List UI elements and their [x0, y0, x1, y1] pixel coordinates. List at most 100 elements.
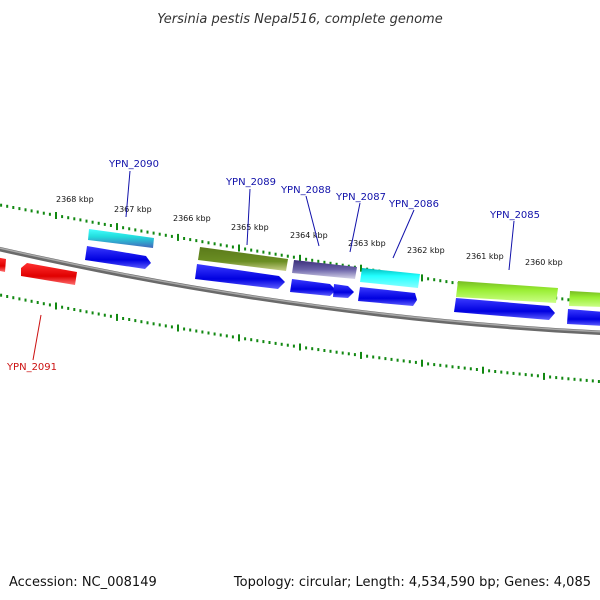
outer-ruler-minor-tick — [329, 261, 332, 265]
gene-bar-YPN_2085[interactable] — [456, 281, 558, 303]
outer-ruler-major-tick — [55, 212, 57, 219]
gene-label-YPN_2088[interactable]: YPN_2088 — [280, 185, 331, 196]
outer-ruler-minor-tick — [280, 253, 283, 257]
inner-ruler-minor-tick — [268, 341, 271, 344]
outer-ruler-minor-tick — [73, 217, 76, 221]
inner-ruler-minor-tick — [463, 366, 466, 370]
outer-ruler-minor-tick — [561, 297, 564, 301]
inner-ruler-minor-tick — [305, 346, 308, 350]
outer-ruler-minor-tick — [268, 251, 271, 255]
cds-arrow-prev[interactable] — [0, 257, 6, 272]
outer-ruler-minor-tick — [274, 252, 277, 256]
outer-ruler-minor-tick — [97, 221, 100, 225]
gene-label-YPN_2087[interactable]: YPN_2087 — [335, 192, 386, 203]
inner-ruler-minor-tick — [536, 374, 539, 378]
outer-ruler-minor-tick — [103, 222, 106, 226]
cds-arrow-YPN_2089[interactable] — [195, 264, 285, 289]
inner-ruler-minor-tick — [567, 377, 570, 381]
inner-ruler — [0, 293, 600, 383]
outer-ruler-minor-tick — [36, 210, 39, 214]
outer-ruler-minor-tick — [85, 219, 88, 223]
outer-ruler-minor-tick — [79, 218, 82, 222]
leader-YPN_2087 — [349, 202, 361, 253]
genome-backbone — [0, 246, 600, 335]
inner-ruler-minor-tick — [48, 303, 51, 307]
cds-arrow-YPN_2090[interactable] — [85, 246, 151, 269]
outer-ruler-minor-tick — [213, 242, 216, 246]
inner-ruler-minor-tick — [317, 348, 320, 352]
inner-ruler-minor-tick — [366, 354, 369, 358]
inner-ruler-minor-tick — [0, 293, 3, 297]
outer-ruler-minor-tick — [201, 240, 204, 244]
outer-ruler-minor-tick — [451, 281, 454, 285]
inner-ruler-minor-tick — [67, 306, 70, 310]
gene-label-YPN_2085[interactable]: YPN_2085 — [489, 210, 540, 221]
inner-ruler-minor-tick — [219, 333, 222, 337]
inner-ruler-minor-tick — [408, 360, 411, 364]
gene-label-YPN_2091[interactable]: YPN_2091 — [6, 362, 57, 373]
inner-ruler-minor-tick — [61, 305, 64, 309]
gene-bar-YPN_2090[interactable] — [88, 229, 154, 248]
outer-ruler-minor-tick — [567, 298, 570, 302]
inner-ruler-minor-tick — [353, 353, 356, 357]
inner-ruler-minor-tick — [323, 349, 326, 352]
outer-ruler-minor-tick — [189, 238, 192, 242]
inner-ruler-major-tick — [177, 324, 179, 332]
cds-arrow-YPN_2085[interactable] — [454, 298, 555, 320]
inner-ruler-minor-tick — [518, 372, 521, 376]
inner-ruler-major-tick — [360, 351, 362, 359]
inner-ruler-minor-tick — [506, 371, 509, 375]
inner-ruler-minor-tick — [329, 349, 332, 353]
cds-arrow-YPN_2088[interactable] — [290, 279, 336, 296]
inner-ruler-minor-tick — [396, 358, 399, 362]
cds-arrow-YPN_2087[interactable] — [333, 284, 354, 298]
gene-label-YPN_2089[interactable]: YPN_2089 — [225, 177, 276, 188]
cds-arrow-next[interactable] — [567, 309, 600, 326]
outer-ruler-minor-tick — [317, 259, 320, 263]
gene-label-YPN_2090[interactable]: YPN_2090 — [108, 159, 159, 170]
ruler-label-2366: 2366 kbp — [173, 214, 211, 223]
ruler-label-2365: 2365 kbp — [231, 223, 269, 232]
inner-ruler-major-tick — [482, 366, 484, 374]
gene-label-YPN_2086[interactable]: YPN_2086 — [388, 199, 439, 210]
outer-ruler-minor-tick — [158, 232, 161, 236]
inner-ruler-minor-tick — [494, 370, 497, 373]
gene-bar-YPN_2089[interactable] — [198, 247, 288, 271]
inner-ruler-minor-tick — [103, 313, 106, 317]
topology-summary: Topology: circular; Length: 4,534,590 bp… — [233, 575, 591, 590]
outer-ruler-minor-tick — [170, 234, 173, 238]
inner-ruler-minor-tick — [555, 376, 558, 380]
inner-ruler-minor-tick — [457, 365, 460, 369]
inner-ruler-minor-tick — [530, 373, 533, 377]
inner-ruler-minor-tick — [36, 301, 39, 304]
gene-bar-YPN_2086[interactable] — [360, 268, 420, 288]
gene-labels: YPN_2090 YPN_2089 YPN_2088 YPN_2087 YPN_… — [6, 159, 540, 373]
inner-ruler-minor-tick — [372, 355, 375, 359]
cds-arrow-YPN_2086[interactable] — [358, 287, 417, 306]
leader-YPN_2090 — [125, 170, 131, 218]
outer-ruler-minor-tick — [183, 237, 186, 240]
inner-ruler-minor-tick — [585, 378, 588, 382]
outer-ruler-minor-tick — [335, 262, 338, 266]
ruler-label-2364: 2364 kbp — [290, 231, 328, 240]
gene-bar-YPN_2088[interactable] — [292, 260, 357, 279]
outer-ruler-major-tick — [177, 233, 179, 241]
inner-ruler-minor-tick — [6, 295, 9, 298]
outer-ruler-minor-tick — [109, 224, 112, 227]
outer-ruler-minor-tick — [323, 260, 326, 264]
inner-ruler-minor-tick — [286, 343, 289, 347]
inner-ruler-minor-tick — [597, 380, 600, 383]
inner-ruler-minor-tick — [97, 312, 100, 316]
ruler-labels: 2368 kbp 2367 kbp 2366 kbp 2365 kbp 2364… — [56, 195, 563, 267]
outer-ruler-minor-tick — [122, 226, 125, 230]
inner-ruler-minor-tick — [512, 371, 515, 375]
inner-ruler-minor-tick — [311, 347, 314, 351]
inner-ruler-major-tick — [55, 302, 57, 310]
gene-bar-next[interactable] — [569, 291, 600, 307]
cds-arrow-YPN_2091[interactable] — [21, 263, 77, 285]
cds-track — [0, 246, 600, 326]
outer-ruler-minor-tick — [24, 208, 27, 212]
inner-ruler-minor-tick — [384, 357, 387, 361]
outer-ruler-minor-tick — [61, 215, 64, 219]
inner-ruler-major-tick — [116, 313, 118, 321]
